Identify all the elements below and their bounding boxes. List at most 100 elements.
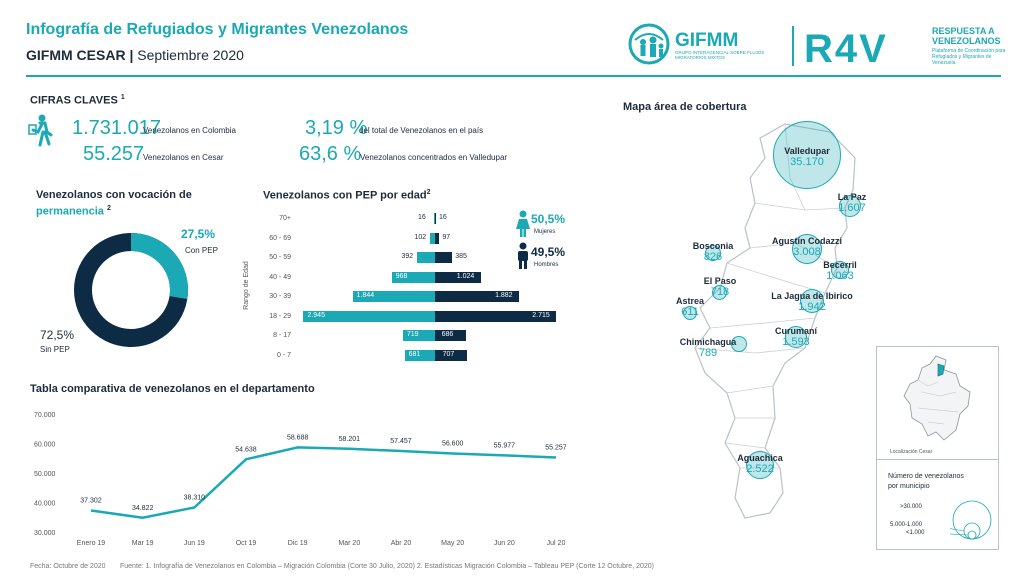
pyramid-title-text: Venezolanos con PEP por edad	[263, 189, 427, 202]
page-title: Infografía de Refugiados y Migrantes Ven…	[26, 21, 409, 38]
city-name: Chimichagua	[679, 337, 737, 347]
women-label: Mujeres	[534, 229, 556, 235]
pyramid-value-women: 102	[414, 233, 427, 241]
pyramid-axis-label: Rango de Edad	[242, 261, 250, 310]
map-city-label: Becerril 1.063	[823, 260, 857, 282]
legend-mid-label: 5.000-1.000	[890, 522, 923, 528]
inset-label: Localización Cesar	[890, 449, 933, 455]
pyramid-age-label: 18 - 29	[269, 312, 291, 320]
city-name: Valledupar	[784, 146, 830, 156]
legend-big-label: >30.000	[900, 504, 922, 510]
city-value: 1.607	[838, 202, 866, 214]
pyramid-age-label: 60 - 69	[269, 234, 291, 242]
data-label: 58.688	[287, 434, 309, 441]
map-title: Mapa área de cobertura	[623, 101, 747, 113]
colombia-inset-map	[903, 355, 971, 441]
pyramid-bar-men	[435, 271, 481, 283]
pyramid-value-women: 16	[418, 214, 426, 221]
region-name: GIFMM CESAR	[26, 47, 126, 63]
pyramid-value-men: 385	[455, 253, 467, 260]
x-tick-label: Mar 19	[132, 540, 154, 547]
y-tick-label: 40.000	[34, 501, 56, 508]
city-value: 2.522	[746, 463, 774, 475]
logo-separator	[792, 26, 794, 66]
pyramid-value-men: 1.882	[495, 292, 513, 299]
data-label: 58.201	[339, 436, 361, 443]
data-label: 37.302	[80, 497, 102, 504]
share-valledupar-label: Venezolanos concentrados en Valledupar	[360, 153, 508, 162]
pyramid-bar-men	[435, 232, 440, 244]
man-icon	[518, 242, 528, 269]
city-value: 826	[703, 251, 723, 263]
pyramid-value-women: 2.945	[307, 311, 325, 319]
pyramid-bar-women	[303, 310, 435, 322]
data-label: 38.310	[184, 494, 206, 501]
map-bubble	[791, 233, 823, 265]
key-figures-title-text: CIFRAS CLAVES	[30, 94, 118, 107]
pyramid-bar-women	[404, 349, 435, 361]
pyramid-bar-women	[352, 291, 435, 302]
city-name: El Paso	[703, 276, 737, 286]
x-tick-label: Jun 20	[494, 540, 515, 547]
x-tick-label: Oct 19	[236, 540, 257, 547]
pyramid-value-men: 1.024	[456, 272, 475, 280]
map-city-label: La Paz 1.607	[838, 192, 867, 214]
header-divider	[26, 75, 1001, 77]
pyramid-value-men: 707	[442, 350, 455, 358]
map-city-label: Astrea 611	[676, 296, 704, 318]
pyramid-bar-women	[434, 213, 435, 224]
pyramid-value-women: 719	[406, 331, 419, 338]
footer-sources: Fuente: 1. Infografía de Venezolanos en …	[120, 563, 654, 570]
map-city-label: Agustín Codazzi 3.008	[772, 236, 842, 258]
pyramid-bar-men	[435, 252, 453, 263]
map-bubble	[784, 325, 808, 349]
city-name: Aguachica	[737, 453, 783, 463]
report-period: Septiembre 2020	[137, 47, 244, 63]
city-name: Astrea	[675, 296, 705, 306]
city-value: 35.170	[790, 156, 824, 168]
city-value: 1.063	[826, 270, 854, 282]
migrant-walking-icon	[28, 114, 53, 147]
pyramid-title: Venezolanos con PEP por edad2	[263, 189, 431, 202]
map-city-label: Chimichagua 789	[680, 337, 737, 359]
city-value: 1.593	[782, 336, 810, 348]
map-bubble	[773, 121, 841, 189]
key-figures-footnote: 1	[120, 94, 125, 101]
pyramid-value-women: 1.844	[356, 292, 375, 299]
trend-line	[90, 446, 557, 520]
share-country-label: del total de Venezolanos en el país	[359, 126, 484, 135]
pyramid-age-label: 70+	[279, 215, 291, 222]
y-tick-label: 60.000	[34, 442, 56, 449]
data-label: 57.457	[390, 438, 412, 445]
share-country-value: 3,19 %	[305, 117, 368, 139]
y-tick-label: 70.000	[34, 412, 56, 419]
legend-bubble-scale	[950, 500, 992, 540]
y-tick-label: 50.000	[34, 471, 56, 478]
r4v-logo: R4V	[804, 27, 888, 68]
map-bubble	[799, 288, 825, 314]
data-label: 56.600	[442, 441, 464, 448]
y-tick-label: 30.000	[34, 530, 56, 537]
line-chart-title: Tabla comparativa de venezolanos en el d…	[30, 383, 315, 395]
share-valledupar-value: 63,6 %	[299, 143, 362, 165]
map-city-label: Valledupar 35.170	[784, 146, 830, 168]
r4v-wordmark: R4V	[804, 27, 888, 68]
city-name: Curumaní	[774, 326, 818, 336]
venezuelans-colombia-value: 1.731.017	[72, 117, 161, 139]
x-tick-label: Jun 19	[184, 540, 205, 547]
pyramid-age-label: 0 - 7	[276, 351, 291, 359]
gifmm-wordmark: GIFMM	[675, 30, 738, 51]
cesar-highlight	[937, 363, 945, 377]
map-bubble	[838, 194, 862, 218]
pyramid-bar-women	[391, 271, 435, 283]
map-bubble	[731, 336, 747, 352]
map-city-label: Bosconia 826	[693, 241, 734, 263]
gifmm-tagline: GRUPO INTERAGENCIAL SOBRE FLUJOS MIGRATO…	[675, 50, 765, 60]
city-name: Agustín Codazzi	[772, 236, 842, 246]
city-value: 789	[698, 347, 718, 359]
map-city-label: Curumaní 1.593	[775, 326, 817, 348]
legend-title-line2: por municipio	[888, 483, 930, 490]
pyramid-age-label: 30 - 39	[269, 293, 291, 300]
r4v-tagline: Plataforma de Coordinación para Refugiad…	[932, 48, 1006, 66]
city-name: Becerril	[823, 260, 857, 270]
